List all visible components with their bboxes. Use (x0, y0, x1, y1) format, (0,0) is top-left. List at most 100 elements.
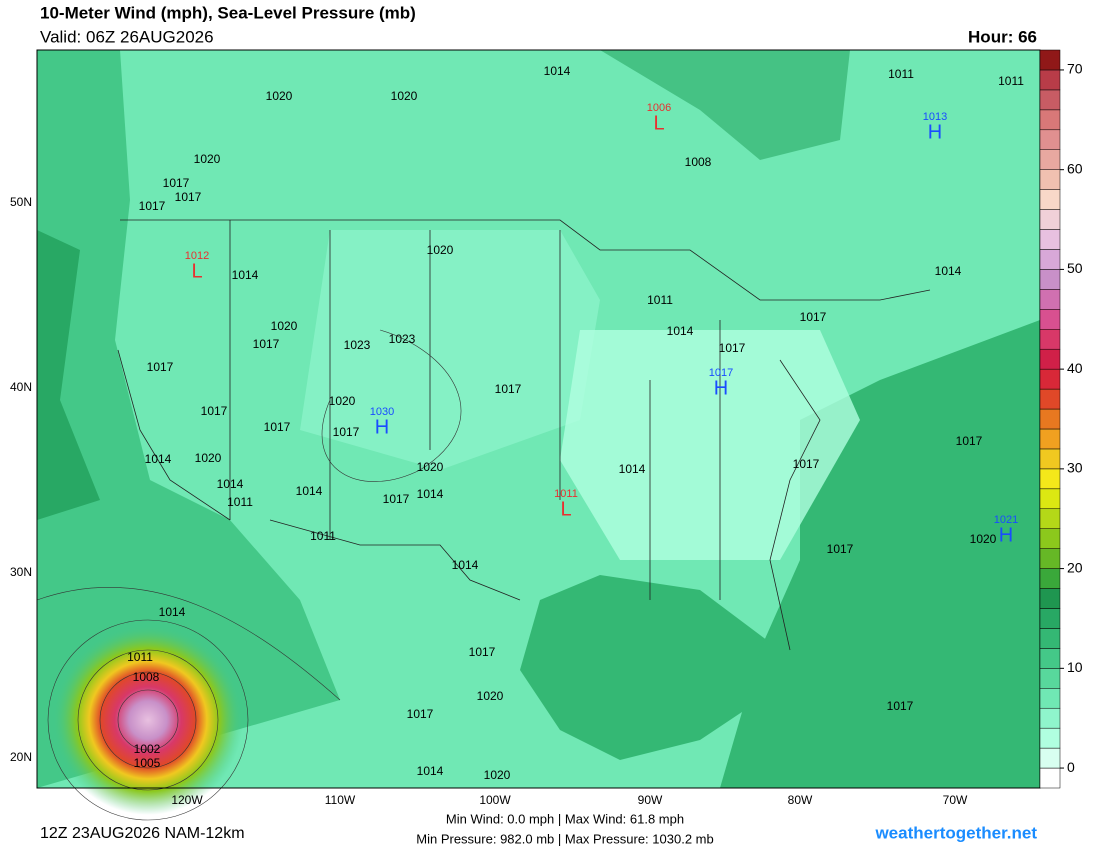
colorbar-box (1039, 149, 1061, 170)
latitude-label: 40N (10, 380, 32, 394)
isobar-label: 1011 (647, 293, 673, 307)
plains-calm (300, 230, 600, 470)
colorbar: 0 10 20 30 40 50 60 70 (1039, 49, 1083, 789)
isobar-label: 1020 (477, 689, 504, 703)
colorbar-box (1039, 49, 1061, 71)
pressure-stats: Min Pressure: 982.0 mb | Max Pressure: 1… (416, 831, 713, 846)
hurricane (53, 625, 243, 815)
colorbar-box (1039, 189, 1061, 210)
colorbar-label: 0 (1067, 759, 1075, 775)
colorbar-box (1039, 348, 1061, 370)
colorbar-box (1039, 767, 1061, 789)
center-letter: H (928, 121, 942, 143)
isobar-label: 1017 (887, 699, 914, 713)
colorbar-label: 20 (1067, 559, 1083, 575)
isobar-label: 1014 (417, 764, 444, 778)
colorbar-box (1039, 109, 1061, 131)
center-letter: H (714, 377, 728, 399)
colorbar-box (1039, 229, 1061, 250)
isobar-label: 1020 (391, 89, 418, 103)
colorbar-box (1039, 747, 1061, 769)
map-title: 10-Meter Wind (mph), Sea-Level Pressure … (40, 3, 416, 22)
isobar-label: 1017 (719, 341, 746, 355)
isobar-label: 1011 (227, 495, 253, 509)
isobar-label: 1014 (667, 324, 694, 338)
longitude-axis: 120W 110W 100W 90W 80W 70W (171, 793, 968, 807)
isobar-label: 1014 (145, 452, 172, 466)
colorbar-box (1039, 69, 1061, 91)
colorbar-box (1039, 648, 1061, 669)
isobar-label: 1017 (147, 360, 174, 374)
colorbar-box (1039, 309, 1061, 330)
isobar-label: 1017 (383, 492, 410, 506)
colorbar-box (1039, 169, 1061, 190)
colorbar-box (1039, 508, 1061, 529)
map-area: 1014 1011 1011 1020 1020 1008 1020 1017 … (36, 49, 1041, 821)
pressure-labels: 1014 1011 1011 1020 1020 1008 1020 1017 … (127, 64, 1024, 782)
isobar-label: 1020 (417, 460, 444, 474)
colorbar-label: 50 (1067, 260, 1083, 276)
isobar-label: 1011 (127, 650, 153, 664)
isobar-label: 1017 (793, 457, 820, 471)
longitude-label: 100W (479, 793, 511, 807)
longitude-label: 90W (638, 793, 663, 807)
isobar-label: 1011 (888, 67, 914, 81)
center-value: 1013 (923, 111, 947, 123)
isobar-label: 1002 (134, 742, 161, 756)
colorbar-label: 10 (1067, 659, 1083, 675)
colorbar-box (1039, 89, 1061, 111)
center-letter: L (560, 498, 571, 520)
latitude-label: 30N (10, 565, 32, 579)
isobar-label: 1014 (452, 558, 479, 572)
colorbar-label: 70 (1067, 61, 1083, 77)
colorbar-box (1039, 408, 1061, 430)
isobar-label: 1017 (253, 337, 280, 351)
isobar-label: 1017 (469, 645, 496, 659)
isobar-label: 1020 (271, 319, 298, 333)
isobar-label: 1014 (417, 487, 444, 501)
isobar-label: 1008 (685, 155, 712, 169)
colorbar-box (1039, 289, 1061, 310)
colorbar-box (1039, 129, 1061, 150)
isobar-label: 1014 (217, 477, 244, 491)
center-value: 1030 (370, 406, 394, 418)
isobar-label: 1020 (194, 152, 221, 166)
colorbar-box (1039, 568, 1061, 589)
isobar-label: 1011 (998, 74, 1024, 88)
longitude-label: 110W (325, 793, 356, 807)
colorbar-box (1039, 448, 1061, 470)
isobar-label: 1020 (266, 89, 293, 103)
center-letter: L (653, 112, 664, 134)
isobar-label: 1017 (407, 707, 434, 721)
isobar-label: 1017 (264, 420, 291, 434)
colorbar-box (1039, 707, 1061, 729)
isobar-label: 1020 (484, 768, 511, 782)
colorbar-box (1039, 608, 1061, 629)
isobar-label: 1020 (970, 532, 997, 546)
center-value: 1017 (709, 367, 733, 379)
colorbar-box (1039, 209, 1061, 230)
isobar-label: 1017 (175, 190, 202, 204)
isobar-label: 1020 (329, 394, 356, 408)
isobar-label: 1014 (619, 462, 646, 476)
isobar-label: 1014 (544, 64, 571, 78)
center-value: 1006 (647, 102, 671, 114)
isobar-label: 1005 (134, 756, 161, 770)
site-credit: weathertogether.net (874, 823, 1037, 842)
colorbar-box (1039, 388, 1061, 410)
longitude-label: 80W (788, 793, 813, 807)
isobar-label: 1017 (201, 404, 228, 418)
colorbar-box (1039, 628, 1061, 649)
colorbar-label: 60 (1067, 160, 1083, 176)
colorbar-box (1039, 588, 1061, 609)
colorbar-box (1039, 688, 1061, 709)
model-run: 12Z 23AUG2026 NAM-12km (40, 825, 245, 842)
center-letter: H (999, 524, 1013, 546)
isobar-label: 1014 (935, 264, 962, 278)
colorbar-box (1039, 468, 1061, 490)
latitude-label: 50N (10, 195, 32, 209)
center-value: 1021 (994, 514, 1018, 526)
isobar-label: 1014 (296, 484, 323, 498)
